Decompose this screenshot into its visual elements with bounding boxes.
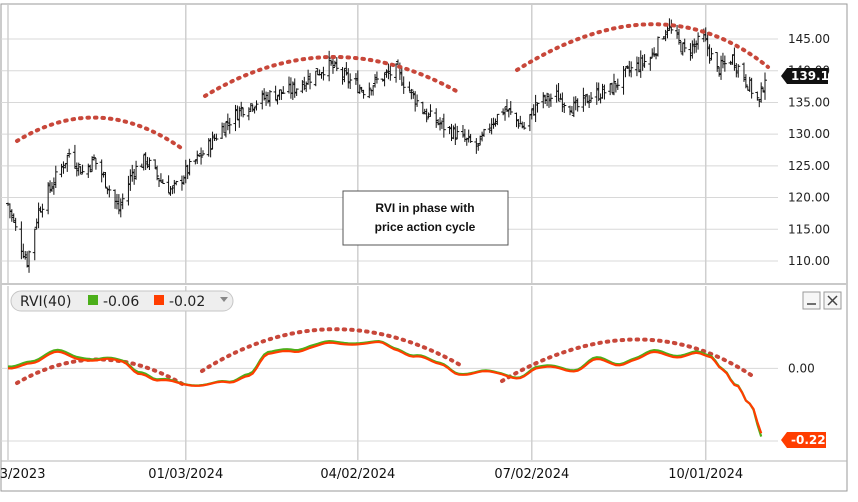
annotation-line-1: RVI in phase with	[375, 201, 474, 215]
close-button[interactable]	[823, 291, 842, 310]
price-cycle-arc	[515, 22, 770, 72]
close-icon	[827, 295, 838, 306]
rvi-cycle-arc	[15, 357, 186, 387]
rvi-legend-value-red: -0.02	[169, 294, 205, 310]
annotation-line-2: price action cycle	[375, 220, 476, 234]
rvi-legend[interactable]: RVI(40) -0.06 -0.02	[10, 290, 234, 312]
last-rvi-tag: -0.22	[781, 432, 826, 448]
last-rvi-label: -0.22	[791, 433, 826, 447]
last-rvi-tag-shape	[781, 432, 826, 448]
rvi-grid	[1, 367, 778, 442]
outer-frame	[0, 3, 848, 492]
rvi-y-axis: 0.00	[788, 361, 815, 375]
rvi-line-red	[7, 340, 763, 434]
price-bars	[6, 18, 767, 273]
rvi-lines	[7, 339, 763, 437]
rvi-panel: 0.00 RVI(40) -0.06 -0.02 -0.22	[1, 286, 842, 460]
dropdown-icon[interactable]	[220, 297, 228, 302]
last-price-tag: 139.19	[781, 68, 837, 84]
x-tick-label: 01/03/2024	[148, 467, 223, 482]
last-price-label: 139.19	[791, 69, 837, 83]
rvi-ytick-label: 0.00	[788, 361, 815, 375]
price-ytick-label: 115.00	[788, 222, 830, 236]
price-y-axis: 110.00115.00120.00125.00130.00135.00140.…	[788, 32, 830, 268]
rvi-legend-pill[interactable]	[10, 290, 234, 312]
rvi-legend-title: RVI(40)	[20, 294, 71, 310]
rvi-vgrid	[7, 286, 707, 460]
price-panel: 110.00115.00120.00125.00130.00135.00140.…	[1, 5, 837, 283]
price-cycle-arc	[15, 115, 186, 152]
last-price-tag-shape	[781, 68, 828, 84]
price-ytick-label: 145.00	[788, 32, 830, 46]
price-ytick-label: 120.00	[788, 191, 830, 205]
x-tick-label: 04/02/2024	[320, 467, 395, 482]
x-tick-label: 10/03/2023	[0, 467, 45, 482]
price-ytick-label: 130.00	[788, 127, 830, 141]
annotation-box: RVI in phase with price action cycle	[342, 190, 509, 246]
minimize-button-frame[interactable]	[802, 291, 821, 310]
rvi-legend-value-green: -0.06	[103, 294, 139, 310]
rvi-line-green	[7, 339, 763, 437]
minimize-button[interactable]	[802, 291, 821, 310]
annotation-frame	[342, 190, 509, 246]
x-axis: 10/03/2023 01/03/2024 04/02/2024 07/02/2024…	[0, 467, 743, 482]
rvi-legend-swatch-red	[154, 295, 164, 305]
price-cycle-arc	[203, 55, 460, 98]
x-tick-label: 10/01/2024	[668, 467, 743, 482]
rvi-cycle-arcs	[15, 327, 756, 387]
price-ytick-label: 135.00	[788, 95, 830, 109]
rvi-cycle-arc	[500, 337, 756, 383]
price-cycle-arcs	[15, 22, 770, 152]
price-ytick-label: 125.00	[788, 159, 830, 173]
rvi-cycle-arc	[200, 327, 464, 373]
x-tick-label: 07/02/2024	[494, 467, 569, 482]
rvi-legend-swatch-green	[88, 295, 98, 305]
price-ytick-label: 110.00	[788, 254, 830, 268]
